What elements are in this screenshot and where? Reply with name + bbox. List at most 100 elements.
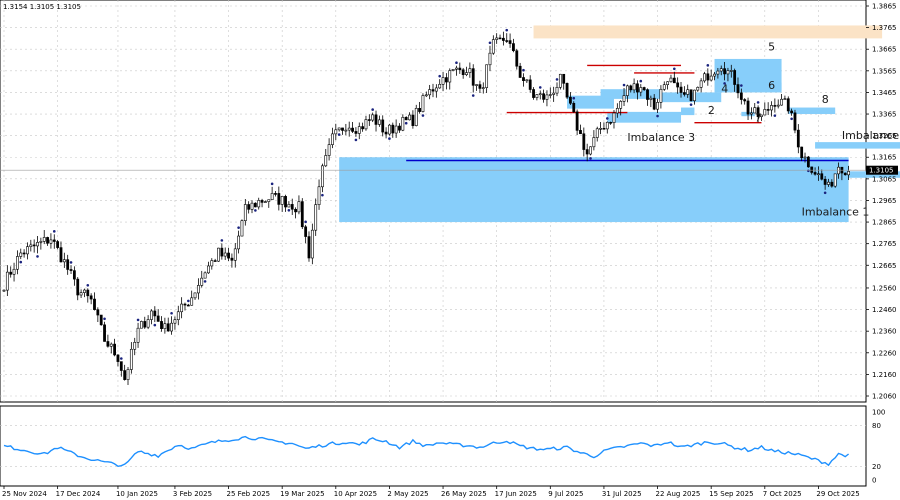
fractal-point — [823, 191, 827, 195]
candle-body — [508, 40, 512, 44]
candle-body — [146, 319, 150, 328]
fractal-point — [321, 193, 324, 197]
candle-body — [743, 99, 747, 102]
candle-body — [310, 229, 314, 259]
candle-body — [12, 268, 16, 275]
candle-body — [749, 112, 753, 115]
candle-body — [522, 77, 525, 81]
candle-body — [619, 101, 623, 109]
candle-body — [96, 309, 100, 316]
fractal-point — [605, 117, 609, 120]
candle-body — [290, 204, 294, 210]
candle-body — [156, 315, 160, 322]
candle-body — [615, 108, 619, 114]
price-tick-label: 1.3665 — [872, 46, 897, 54]
candle-body — [129, 348, 133, 370]
candle-body — [830, 181, 834, 187]
fractal-point — [270, 182, 274, 186]
candle-body — [72, 270, 76, 280]
candle-body — [344, 129, 348, 132]
candle-body — [773, 105, 777, 107]
candle-body — [676, 82, 680, 88]
candle-body — [230, 257, 234, 261]
candle-body — [113, 343, 117, 356]
candle-body — [498, 37, 502, 40]
candle-body — [388, 124, 391, 135]
oscillator-tick-label: 20 — [872, 463, 881, 471]
fractal-point — [254, 209, 257, 212]
candle-body — [827, 181, 830, 185]
candle-body — [538, 93, 542, 96]
candle-body — [176, 311, 180, 320]
candle-body — [180, 303, 184, 313]
candle-body — [264, 201, 267, 203]
candle-body — [227, 252, 230, 259]
candle-body — [786, 98, 790, 112]
candle-body — [207, 265, 210, 274]
candle-body — [512, 43, 515, 52]
candle-body — [703, 73, 706, 82]
zone-label: Imbalance 1 — [802, 206, 870, 219]
fractal-point — [86, 283, 90, 287]
time-tick-label: 17 Dec 2024 — [56, 490, 101, 498]
candle-body — [629, 85, 633, 91]
candle-body — [46, 237, 49, 244]
time-tick-label: 2 May 2025 — [387, 490, 428, 498]
candle-body — [505, 40, 509, 42]
imbalance-zone — [600, 89, 661, 99]
fractal-point — [723, 82, 726, 85]
price-tick-label: 1.2160 — [872, 371, 897, 379]
candle-body — [62, 259, 66, 263]
candle-body — [806, 156, 810, 168]
candle-body — [200, 277, 204, 286]
candle-body — [240, 220, 244, 237]
candle-body — [347, 127, 351, 131]
fractal-point — [689, 103, 693, 106]
zone-label: 6 — [768, 79, 775, 92]
candle-body — [39, 241, 43, 243]
candle-body — [625, 85, 629, 96]
candle-body — [572, 102, 576, 113]
candle-body — [847, 171, 850, 176]
candle-body — [428, 89, 432, 96]
candle-body — [461, 69, 465, 76]
current-price-label: 1.3105 — [869, 167, 894, 175]
candle-body — [317, 186, 321, 205]
candle-body — [166, 323, 170, 332]
imbalance-zone — [727, 82, 782, 91]
candle-body — [217, 247, 220, 262]
fractal-point — [505, 28, 509, 32]
candle-body — [441, 77, 445, 85]
oscillator-tick-label: 0 — [872, 477, 876, 485]
fractal-point — [455, 61, 458, 65]
fractal-point — [187, 299, 190, 303]
candle-body — [79, 292, 83, 296]
candle-body — [693, 89, 696, 102]
candle-body — [656, 102, 659, 110]
candle-body — [659, 88, 663, 103]
fractal-point — [522, 68, 525, 72]
imbalance-zone — [681, 107, 695, 116]
candle-body — [515, 50, 519, 67]
candle-body — [243, 204, 247, 221]
candle-body — [99, 314, 103, 326]
candle-body — [190, 297, 194, 306]
candle-body — [150, 310, 153, 320]
candle-body — [622, 95, 626, 102]
fractal-point — [36, 255, 39, 258]
fractal-point — [488, 41, 492, 45]
candle-body — [103, 324, 106, 342]
candle-body — [780, 98, 783, 106]
time-axis: 25 Nov 2024 17 Dec 2024 10 Jan 2025 3 Feb 2… — [2, 486, 860, 498]
time-tick-label: 10 Jan 2025 — [116, 490, 158, 498]
candle-body — [233, 248, 237, 261]
price-tick-label: 1.2260 — [872, 349, 897, 357]
fractal-point — [589, 157, 592, 160]
price-tick-label: 1.2360 — [872, 328, 897, 336]
time-tick-label: 9 Jul 2025 — [548, 490, 583, 498]
candle-body — [89, 295, 93, 300]
candle-body — [250, 202, 254, 210]
candle-body — [448, 70, 452, 83]
